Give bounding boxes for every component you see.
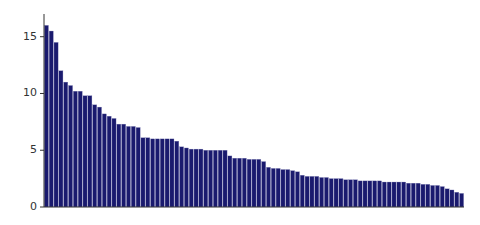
bar xyxy=(131,126,135,207)
bar xyxy=(450,190,454,207)
bar xyxy=(160,139,164,207)
bar xyxy=(252,159,256,207)
bar xyxy=(358,181,362,207)
chart: 0 5 10 15 xyxy=(0,0,480,225)
bar xyxy=(257,159,261,207)
bar xyxy=(44,25,48,207)
bar xyxy=(228,156,232,207)
bar xyxy=(107,116,111,207)
y-tick xyxy=(40,36,44,37)
bar xyxy=(122,124,126,207)
bar xyxy=(266,167,270,207)
bar xyxy=(59,71,63,207)
bar xyxy=(146,138,150,207)
bar xyxy=(431,185,435,207)
bar xyxy=(170,139,174,207)
bar xyxy=(199,149,203,207)
bar xyxy=(141,138,145,207)
y-tick-label: 0 xyxy=(30,200,37,213)
bar xyxy=(69,86,73,207)
bar xyxy=(184,148,188,207)
bar xyxy=(377,181,381,207)
bar xyxy=(218,150,222,207)
bar xyxy=(411,183,415,207)
bar xyxy=(324,177,328,207)
bar xyxy=(300,175,304,207)
bar xyxy=(151,139,155,207)
bar xyxy=(213,150,217,207)
bar xyxy=(112,118,116,207)
bar xyxy=(373,181,377,207)
bar xyxy=(233,158,237,207)
bar xyxy=(426,184,430,207)
bar xyxy=(97,107,101,207)
bar xyxy=(49,31,53,207)
bar xyxy=(435,185,439,207)
bar xyxy=(349,180,353,207)
bar xyxy=(440,187,444,207)
bar xyxy=(88,96,92,207)
y-tick-label: 10 xyxy=(23,86,37,99)
bar xyxy=(189,149,193,207)
bar xyxy=(93,105,97,207)
bar xyxy=(402,182,406,207)
bar xyxy=(73,91,77,207)
bar xyxy=(421,184,425,207)
bar xyxy=(117,124,121,207)
y-axis-line xyxy=(44,14,45,207)
bar xyxy=(78,91,82,207)
bar xyxy=(387,182,391,207)
x-axis-line xyxy=(44,207,464,208)
bar xyxy=(194,149,198,207)
bar xyxy=(175,141,179,207)
bar xyxy=(295,172,299,207)
bar xyxy=(315,176,319,207)
bar xyxy=(382,182,386,207)
bar xyxy=(363,181,367,207)
bar xyxy=(344,180,348,207)
bar xyxy=(262,162,266,207)
y-tick xyxy=(40,93,44,94)
bar xyxy=(271,168,275,207)
bar xyxy=(242,158,246,207)
bar xyxy=(329,179,333,207)
bar xyxy=(460,193,464,207)
bar xyxy=(54,42,58,207)
bar xyxy=(237,158,241,207)
bars xyxy=(44,25,463,207)
bar xyxy=(102,114,106,207)
bar xyxy=(320,177,324,207)
bar xyxy=(136,128,140,207)
bar xyxy=(334,179,338,207)
bar xyxy=(165,139,169,207)
y-tick-label: 15 xyxy=(23,30,37,43)
bar xyxy=(353,180,357,207)
y-tick xyxy=(40,150,44,151)
bar xyxy=(281,170,285,207)
y-tick xyxy=(40,207,44,208)
bar xyxy=(416,183,420,207)
bar xyxy=(368,181,372,207)
bar xyxy=(339,179,343,207)
bar xyxy=(276,168,280,207)
bar xyxy=(204,150,208,207)
bar xyxy=(310,176,314,207)
bar xyxy=(64,82,68,207)
bar xyxy=(445,189,449,207)
bar xyxy=(155,139,159,207)
bar xyxy=(455,192,459,207)
bar xyxy=(286,170,290,207)
bar xyxy=(392,182,396,207)
bar xyxy=(291,171,295,207)
bar xyxy=(180,147,184,207)
bar xyxy=(223,150,227,207)
bar xyxy=(397,182,401,207)
bar xyxy=(209,150,213,207)
bar xyxy=(305,176,309,207)
bar xyxy=(406,183,410,207)
bar xyxy=(247,159,251,207)
bar xyxy=(83,96,87,207)
y-tick-label: 5 xyxy=(30,143,37,156)
bar xyxy=(126,126,130,207)
